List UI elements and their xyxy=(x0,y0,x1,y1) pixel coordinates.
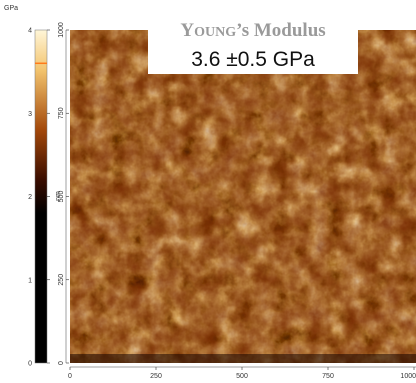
y-axis-unit: nm xyxy=(55,191,62,201)
colorbar-ticks: 0 1 2 3 4 xyxy=(28,28,50,368)
x-tick-label: 500 xyxy=(236,373,248,380)
colorbar-gradient xyxy=(34,29,48,364)
colorbar: GPa 0 1 2 3 4 xyxy=(4,5,50,368)
colorbar-tick-label: 3 xyxy=(28,111,32,118)
x-tick-label: 250 xyxy=(150,373,162,380)
modulus-value-label: 3.6 ±0.5 GPa xyxy=(191,48,315,71)
title-box: YOUNG’s Modulus 3.6 ±0.5 GPa xyxy=(148,18,358,74)
title-smallcaps: OUNG xyxy=(194,25,237,40)
colorbar-unit: GPa xyxy=(4,5,18,12)
y-tick-label: 1000 xyxy=(58,22,65,38)
colorbar-tick-label: 2 xyxy=(28,194,32,201)
chart-title: YOUNG’s Modulus xyxy=(148,19,358,45)
colorbar-tick-label: 1 xyxy=(28,277,32,284)
y-tick-label: 0 xyxy=(58,361,65,365)
y-tick-label: 250 xyxy=(58,274,65,286)
x-tick-label: 750 xyxy=(322,373,334,380)
colorbar-tick-label: 0 xyxy=(28,361,32,368)
y-tick-label: 500 xyxy=(58,191,65,203)
title-suffix: ’s Modulus xyxy=(236,20,326,41)
x-tick-label: 0 xyxy=(68,373,72,380)
x-ticks: 0 250 500 750 1000 xyxy=(68,367,416,380)
y-tick-label: 750 xyxy=(58,107,65,119)
colorbar-tick-label: 4 xyxy=(28,28,32,35)
x-axis: 0 250 500 750 1000 xyxy=(68,366,416,380)
heatmap-image xyxy=(70,30,416,363)
y-axis: 0 250 500 750 1000 nm xyxy=(55,22,69,365)
title-prefix: Y xyxy=(180,20,195,41)
x-tick-label: 1000 xyxy=(400,373,416,380)
y-ticks: 0 250 500 750 1000 xyxy=(58,22,69,365)
